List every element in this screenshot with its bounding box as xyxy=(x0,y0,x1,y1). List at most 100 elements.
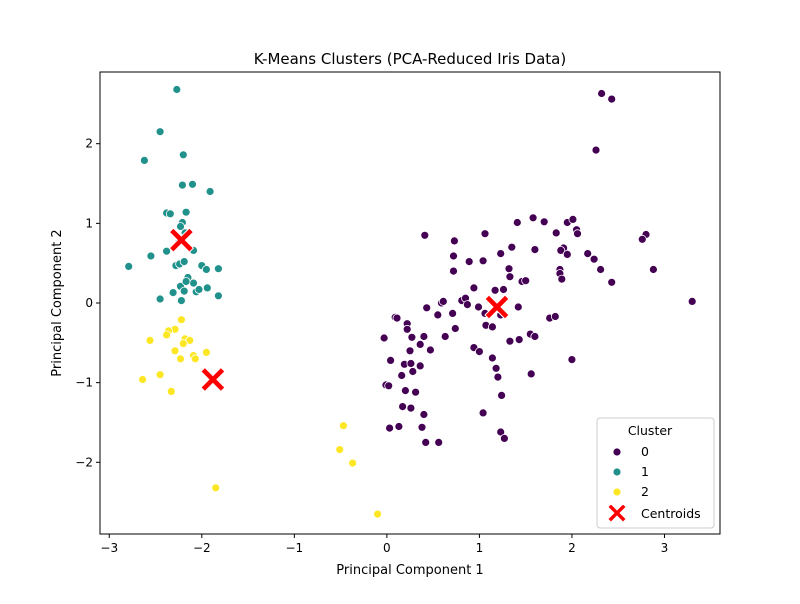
point-cluster-1-11 xyxy=(176,222,185,231)
point-cluster-1-15 xyxy=(146,251,156,261)
x-axis: −3 −2 −1 0 1 2 3 xyxy=(100,534,668,555)
y-tick-label-2: 0 xyxy=(85,296,93,310)
centroid-marker-2 xyxy=(484,294,510,320)
point-cluster-0-8 xyxy=(539,217,549,227)
point-cluster-0-11 xyxy=(551,228,561,238)
point-cluster-2-7 xyxy=(178,339,188,349)
x-tick-label-2: −1 xyxy=(285,541,303,555)
point-cluster-0-102 xyxy=(499,433,509,443)
chart-title: K-Means Clusters (PCA-Reduced Iris Data) xyxy=(254,50,566,68)
legend-label-cluster-2: 2 xyxy=(641,484,649,499)
point-cluster-0-7 xyxy=(528,213,538,223)
legend-marker-centroids xyxy=(607,503,627,523)
point-cluster-2-19 xyxy=(348,458,358,468)
point-cluster-0-17 xyxy=(589,254,599,264)
point-cluster-2-4 xyxy=(145,335,155,345)
point-cluster-1-8 xyxy=(165,209,175,219)
point-cluster-0-36 xyxy=(521,276,531,286)
legend-marker-cluster-2 xyxy=(612,487,622,497)
point-cluster-0-82 xyxy=(406,359,416,368)
point-cluster-0-76 xyxy=(497,390,507,400)
point-cluster-0-40 xyxy=(499,285,508,294)
point-cluster-2-14 xyxy=(138,375,148,384)
point-cluster-0-13 xyxy=(573,229,582,239)
point-cluster-0-6 xyxy=(512,218,522,227)
point-cluster-0-37 xyxy=(530,245,540,255)
point-cluster-0-32 xyxy=(496,249,506,259)
x-axis-label: Principal Component 1 xyxy=(336,563,483,578)
point-cluster-2-15 xyxy=(166,386,176,396)
point-cluster-1-2 xyxy=(139,155,149,165)
point-cluster-1-29 xyxy=(168,288,178,298)
point-cluster-0-99 xyxy=(434,437,444,447)
point-cluster-1-34 xyxy=(176,296,186,306)
point-cluster-0-39 xyxy=(490,285,500,295)
point-cluster-0-73 xyxy=(487,353,497,363)
point-cluster-1-14 xyxy=(162,246,172,256)
point-cluster-0-96 xyxy=(394,422,404,431)
point-cluster-0-4 xyxy=(449,236,459,246)
y-axis-label: Principal Component 2 xyxy=(50,229,65,376)
x-tick-label-4: 1 xyxy=(476,541,484,555)
point-cluster-0-2 xyxy=(591,145,601,155)
legend-label-cluster-1: 1 xyxy=(641,464,649,479)
point-cluster-0-58 xyxy=(433,310,443,320)
point-cluster-0-83 xyxy=(408,367,418,376)
x-tick-label-5: 2 xyxy=(568,541,576,555)
point-cluster-2-11 xyxy=(190,354,200,364)
point-cluster-0-52 xyxy=(474,302,483,312)
point-cluster-0-33 xyxy=(504,264,514,274)
point-cluster-0-26 xyxy=(583,249,593,259)
point-cluster-1-20 xyxy=(213,264,223,274)
point-cluster-0-79 xyxy=(526,369,536,379)
point-cluster-0-46 xyxy=(567,355,577,365)
y-tick-label-1: −1 xyxy=(75,376,93,390)
point-cluster-0-1 xyxy=(607,94,617,104)
point-cluster-0-92 xyxy=(419,410,429,419)
y-tick-label-3: 1 xyxy=(85,216,93,230)
point-cluster-0-20 xyxy=(649,265,658,274)
point-cluster-0-60 xyxy=(450,324,460,333)
point-cluster-1-25 xyxy=(189,278,198,288)
point-cluster-0-21 xyxy=(596,265,605,274)
point-cluster-0-38 xyxy=(469,283,479,293)
point-cluster-0-55 xyxy=(487,322,497,332)
point-cluster-1-1 xyxy=(155,127,165,137)
point-cluster-1-19 xyxy=(201,265,211,274)
point-cluster-1-23 xyxy=(179,257,189,267)
point-cluster-0-41 xyxy=(505,272,515,282)
point-cluster-0-69 xyxy=(405,346,415,356)
point-cluster-0-30 xyxy=(449,266,458,276)
x-tick-label-6: 3 xyxy=(661,541,669,555)
point-cluster-0-61 xyxy=(440,332,450,341)
point-cluster-0-68 xyxy=(415,339,425,349)
point-cluster-0-28 xyxy=(449,251,458,261)
point-cluster-0-3 xyxy=(420,230,430,240)
x-tick-label-1: −2 xyxy=(193,541,211,555)
point-cluster-0-57 xyxy=(422,303,432,313)
point-cluster-2-0 xyxy=(176,315,186,325)
point-cluster-0-101 xyxy=(496,427,506,437)
point-cluster-0-97 xyxy=(417,422,427,432)
point-cluster-0-15 xyxy=(556,245,566,255)
point-cluster-2-3 xyxy=(162,330,172,340)
point-cluster-0-19 xyxy=(637,234,647,244)
point-cluster-0-95 xyxy=(385,423,395,433)
point-cluster-1-6 xyxy=(205,187,215,196)
point-cluster-0-66 xyxy=(402,324,412,334)
point-cluster-1-3 xyxy=(178,150,188,160)
point-cluster-0-42 xyxy=(513,302,523,312)
x-tick-label-0: −3 xyxy=(100,541,118,555)
point-cluster-2-20 xyxy=(373,509,383,519)
legend-box xyxy=(596,417,715,529)
legend-title: Cluster xyxy=(628,423,673,438)
point-cluster-0-78 xyxy=(514,335,524,345)
point-cluster-0-5 xyxy=(480,229,490,239)
point-cluster-0-27 xyxy=(687,296,697,306)
point-cluster-0-100 xyxy=(478,408,488,418)
x-tick-label-3: 0 xyxy=(383,541,391,555)
point-cluster-2-17 xyxy=(338,421,348,431)
centroid-marker-0 xyxy=(168,227,195,253)
point-cluster-0-72 xyxy=(474,347,484,357)
